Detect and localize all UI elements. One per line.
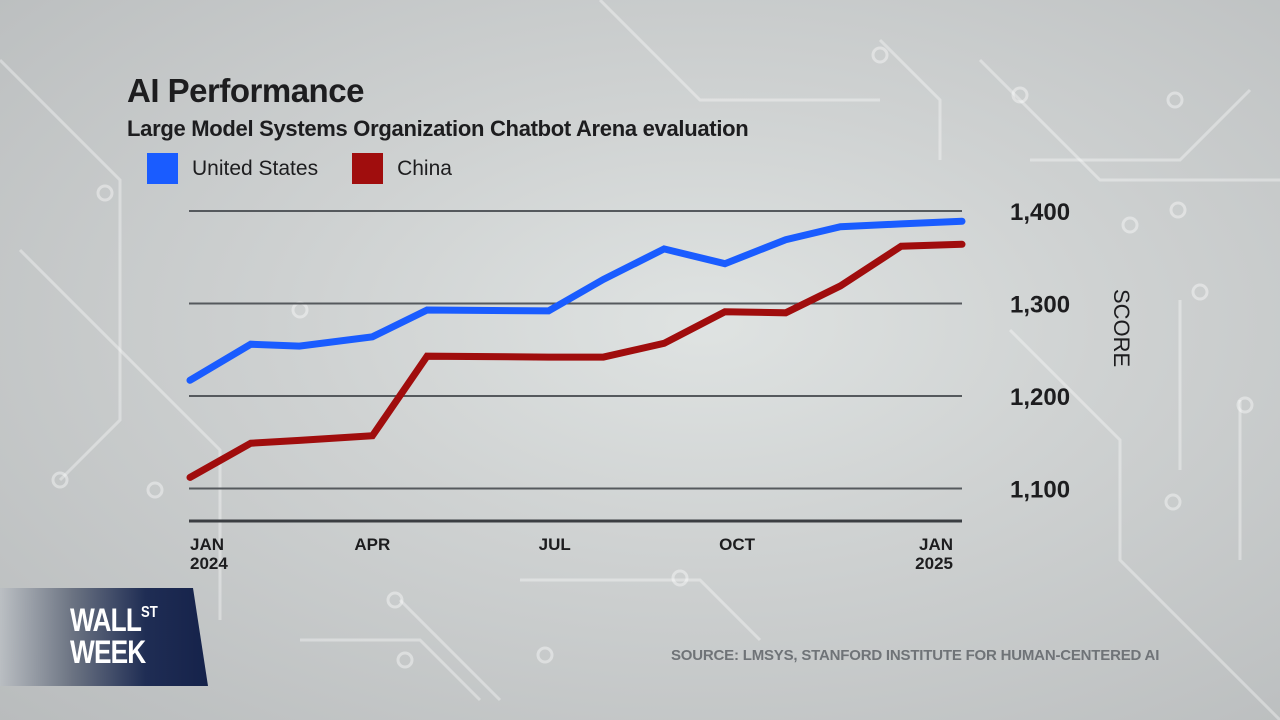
y-tick-labels: 1,400 1,300 1,200 1,100 [1010,199,1070,504]
chart-subtitle: Large Model Systems Organization Chatbot… [127,116,749,141]
y-tick-label: 1,400 [1010,199,1070,226]
series-lines [186,217,966,481]
chart-title: AI Performance [127,72,364,109]
legend-swatch-united-states [147,153,178,184]
logo-text: WALLST WEEK [70,604,158,668]
y-tick-label: 1,300 [1010,292,1070,319]
legend-label-united-states: United States [192,156,319,180]
x-tick-label: JUL [539,535,571,554]
x-tick-label: APR [354,535,390,554]
legend-swatch-china [352,153,384,184]
legend-item-china: China [352,153,452,184]
wall-st-week-logo: WALLST WEEK [0,588,208,686]
legend-item-united-states: United States [147,153,318,184]
source-note: SOURCE: LMSYS, STANFORD INSTITUTE FOR HU… [671,647,1160,664]
legend: United States China [147,153,486,184]
series-line-china [186,240,966,481]
legend-label-china: China [397,156,452,180]
logo-wall: WALL [70,602,142,638]
logo-week: WEEK [70,634,146,670]
series-line-united-states [186,217,966,384]
gridlines [189,210,962,490]
x-tick-labels: JAN 2024 APR JUL OCT JAN 2025 [190,535,953,573]
x-tick-label: OCT [719,535,756,554]
logo-st: ST [141,604,158,621]
x-tick-label: JAN 2025 [915,535,953,573]
y-axis-label: SCORE [1109,289,1134,367]
x-tick-label: JAN 2024 [190,535,228,573]
y-tick-label: 1,200 [1010,384,1070,411]
y-tick-label: 1,100 [1010,477,1070,504]
